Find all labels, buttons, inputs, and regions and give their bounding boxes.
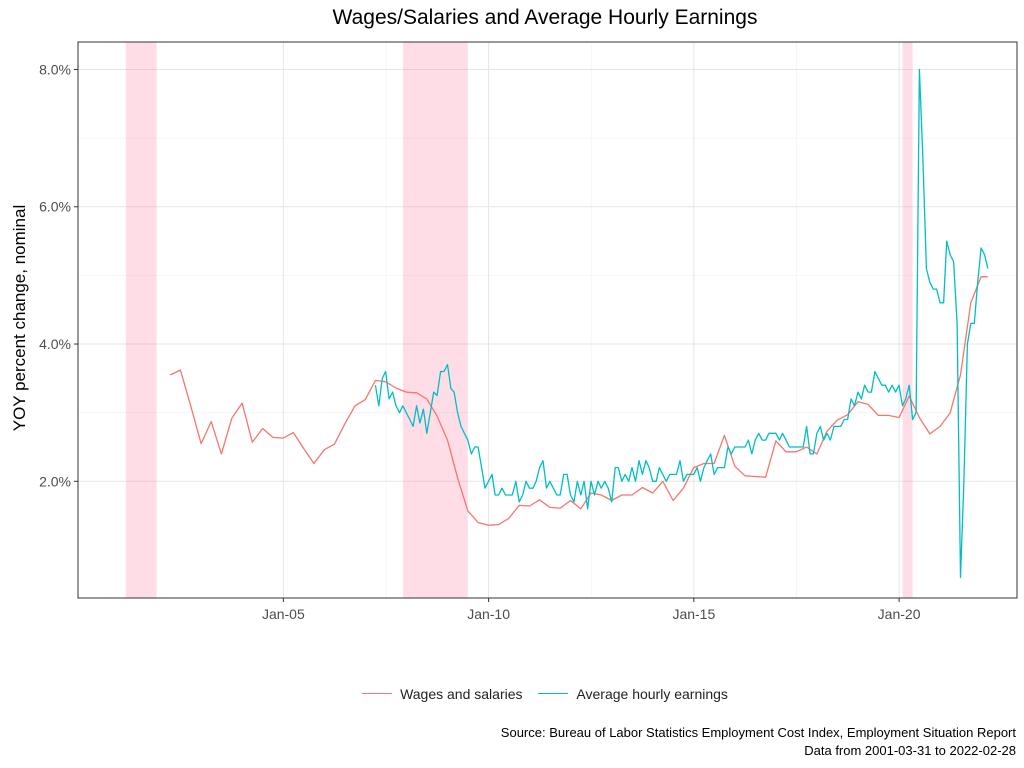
x-tick-label: Jan-15 — [672, 606, 715, 622]
legend-item-ahe: Average hourly earnings — [538, 686, 728, 702]
y-tick-label: 8.0% — [39, 61, 71, 77]
legend-label-ahe: Average hourly earnings — [576, 685, 728, 702]
plot-border — [77, 41, 1018, 599]
recession-band — [402, 42, 468, 598]
legend-key-ahe — [538, 693, 569, 694]
series-line-ahe — [374, 68, 989, 579]
source-caption: Source: Bureau of Labor Statistics Emplo… — [501, 724, 1016, 760]
recession-shading — [125, 42, 913, 598]
y-tick-label: 2.0% — [39, 473, 71, 489]
y-axis-label: YOY percent change, nominal — [10, 204, 29, 432]
x-tick-label: Jan-20 — [878, 606, 921, 622]
x-tick-label: Jan-10 — [467, 606, 510, 622]
recession-band — [902, 42, 913, 598]
legend: Wages and salaries Average hourly earnin… — [0, 681, 1024, 702]
gridlines — [78, 42, 1017, 598]
recession-band — [125, 42, 157, 598]
data-range-line: Data from 2001-03-31 to 2022-02-28 — [804, 743, 1016, 758]
y-tick-label: 6.0% — [39, 199, 71, 215]
x-tick-label: Jan-05 — [262, 606, 305, 622]
source-line: Source: Bureau of Labor Statistics Emplo… — [500, 725, 1016, 740]
y-tick-label: 4.0% — [39, 336, 71, 352]
axis-ticks: 2.0% 4.0% 6.0% 8.0% Jan-05 Jan-10 Jan-15 Jan-20 — [39, 61, 921, 622]
plot-panel — [78, 42, 1017, 598]
legend-item-wages: Wages and salaries — [362, 685, 523, 702]
series-lines — [169, 68, 989, 579]
legend-label-wages: Wages and salaries — [400, 685, 523, 702]
legend-key-wages — [362, 693, 393, 694]
chart-title: Wages/Salaries and Average Hourly Earnin… — [332, 6, 758, 29]
